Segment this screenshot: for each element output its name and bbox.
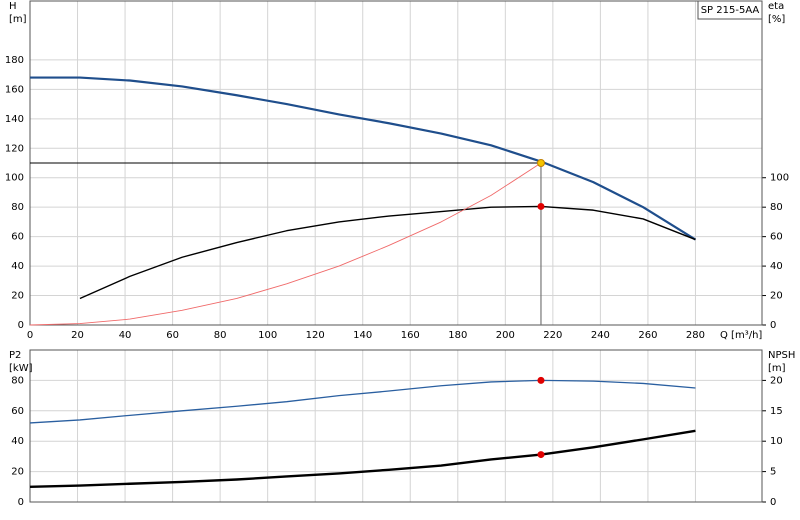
y-axis-label: H: [9, 1, 17, 12]
x-tick-label: 220: [543, 330, 562, 341]
x-tick-label: 40: [119, 330, 132, 341]
y-tick-label: 20: [11, 291, 24, 302]
curve: [29, 379, 696, 424]
x-tick-label: 60: [166, 330, 179, 341]
x-tick-label: 0: [27, 330, 33, 341]
plot-frame: [29, 349, 763, 503]
curve: [29, 162, 542, 326]
x-tick-label: 160: [401, 330, 420, 341]
y2-tick-label: 20: [770, 375, 783, 386]
y-tick-label: 40: [11, 436, 24, 447]
product-box: [697, 0, 763, 20]
y2-tick-label: 0: [770, 320, 776, 331]
y-tick-label: 60: [11, 232, 24, 243]
duty-point: [536, 159, 545, 167]
y-tick-label: 40: [11, 261, 24, 272]
duty-point: [537, 451, 545, 459]
x-tick-label: 100: [258, 330, 277, 341]
duty-point: [537, 202, 545, 210]
curve: [79, 205, 696, 300]
x-tick-label: 140: [353, 330, 372, 341]
curve: [30, 76, 697, 241]
y-tick-label: 100: [5, 173, 24, 184]
y2-axis-unit: [m]: [768, 363, 786, 374]
x-tick-label: 120: [306, 330, 325, 341]
x-axis-label: Q [m³/h]: [720, 330, 762, 341]
x-tick-label: 80: [214, 330, 227, 341]
x-tick-label: 280: [686, 330, 705, 341]
y-tick-label: 140: [5, 114, 24, 125]
y2-axis-unit: [%]: [768, 14, 785, 25]
y2-tick-label: 20: [770, 291, 783, 302]
y2-tick-label: 40: [770, 261, 783, 272]
y2-tick-label: 5: [770, 467, 776, 478]
y-tick-label: 120: [5, 143, 24, 154]
y2-tick-label: 80: [770, 202, 783, 213]
x-tick-label: 240: [591, 330, 610, 341]
x-tick-label: 200: [496, 330, 515, 341]
y2-axis-label: NPSH: [768, 350, 795, 361]
x-tick-label: 20: [71, 330, 84, 341]
duty-point: [537, 376, 545, 384]
y-tick-label: 160: [5, 84, 24, 95]
y2-tick-label: 100: [770, 173, 789, 184]
y-axis-unit: [kW]: [9, 363, 33, 374]
y2-tick-label: 10: [770, 436, 783, 447]
y-tick-label: 0: [18, 497, 24, 508]
y-tick-label: 60: [11, 406, 24, 417]
y-tick-label: 180: [5, 55, 24, 66]
y2-tick-label: 0: [770, 497, 776, 508]
y-tick-label: 80: [11, 202, 24, 213]
product-label: SP 215-5AA: [701, 5, 760, 16]
y-axis-label: P2: [9, 350, 21, 361]
y2-tick-label: 15: [770, 406, 783, 417]
x-tick-label: 260: [638, 330, 657, 341]
x-tick-label: 180: [448, 330, 467, 341]
curve: [29, 429, 696, 488]
y2-axis-label: eta: [768, 1, 784, 12]
y-tick-label: 80: [11, 375, 24, 386]
y-tick-label: 20: [11, 467, 24, 478]
y-tick-label: 0: [18, 320, 24, 331]
y2-tick-label: 60: [770, 232, 783, 243]
y-axis-unit: [m]: [9, 14, 27, 25]
